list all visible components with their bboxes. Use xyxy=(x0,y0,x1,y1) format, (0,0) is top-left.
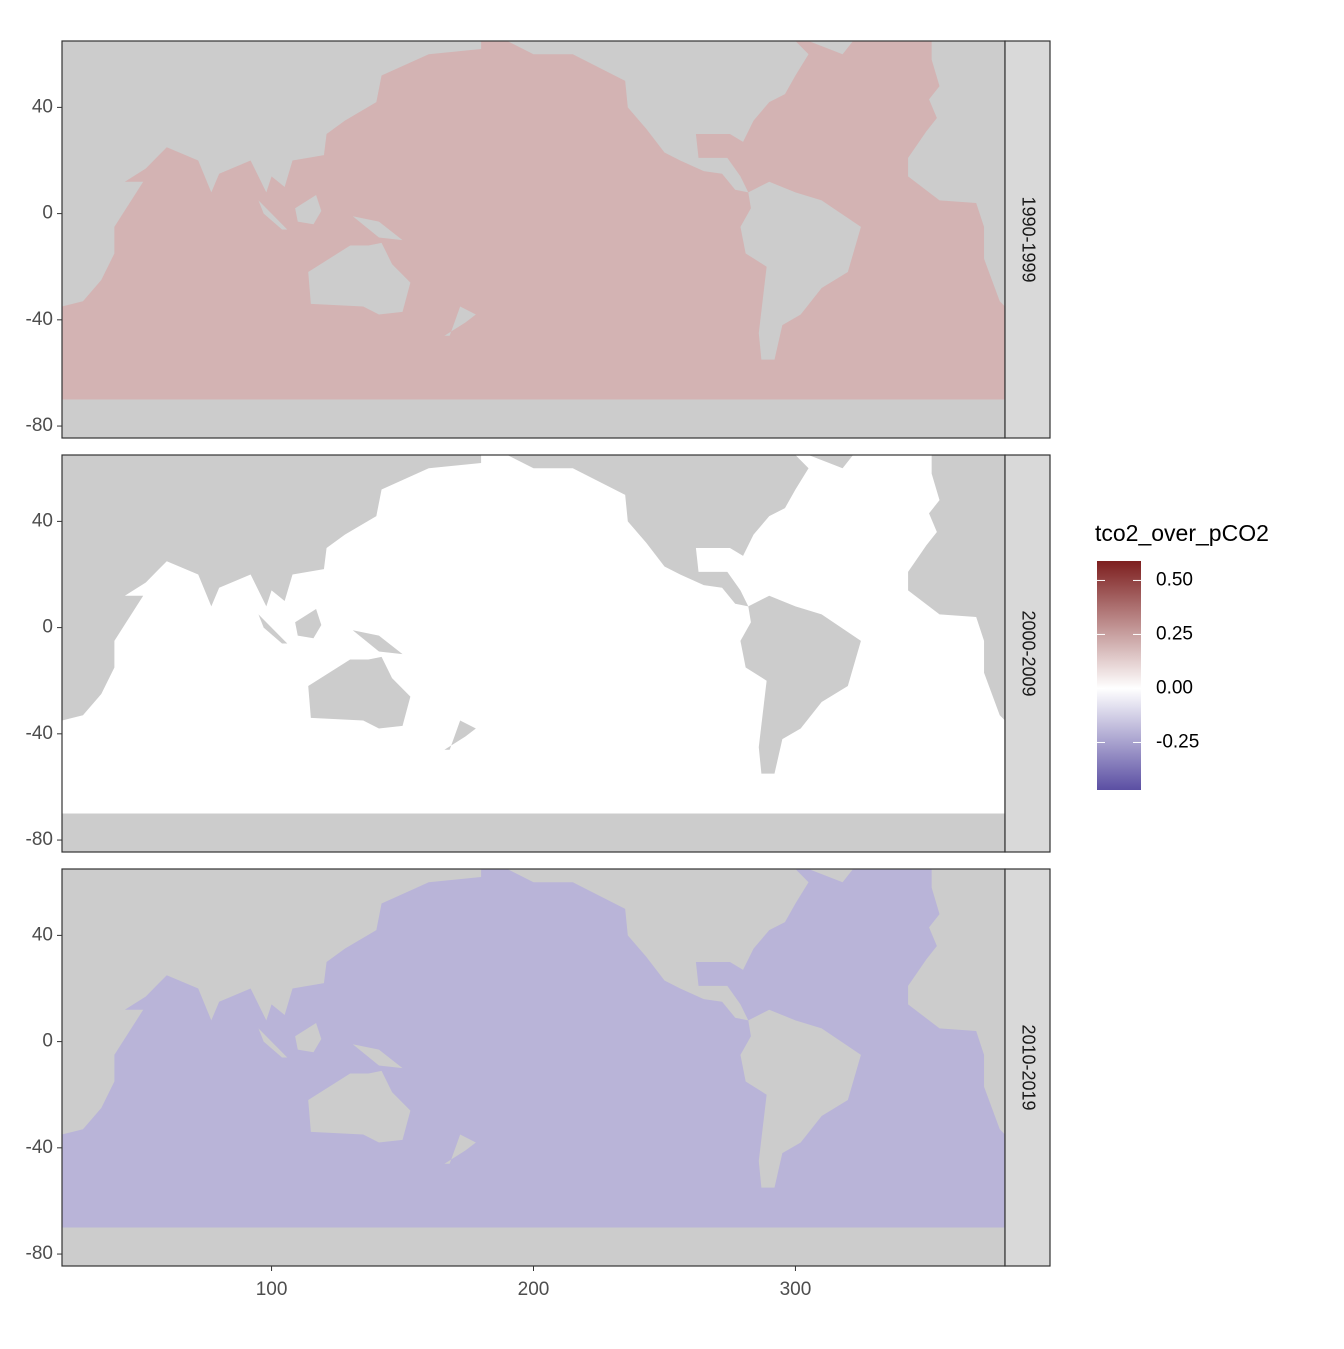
y-tick-label: -40 xyxy=(26,1137,53,1158)
y-tick-label: 40 xyxy=(32,924,53,945)
land xyxy=(295,609,322,639)
land xyxy=(507,869,809,1021)
facet-label: 2010-2019 xyxy=(1018,1024,1038,1110)
panel xyxy=(62,455,1005,852)
land xyxy=(62,869,482,1135)
y-tick-label: 0 xyxy=(42,203,53,224)
land xyxy=(62,41,482,307)
land xyxy=(908,455,1005,721)
legend-title: tco2_over_pCO2 xyxy=(1095,520,1269,546)
y-tick-label: -40 xyxy=(26,309,53,330)
land xyxy=(258,200,288,230)
colorbar-label: 0.00 xyxy=(1156,677,1193,698)
land xyxy=(352,630,403,655)
facet-label: 1990-1999 xyxy=(1018,196,1038,282)
panel xyxy=(62,869,1005,1266)
land xyxy=(740,181,861,360)
x-tick-label: 100 xyxy=(256,1279,288,1300)
y-tick-label: -80 xyxy=(26,1243,53,1264)
land xyxy=(308,1070,411,1143)
y-tick-label: -80 xyxy=(26,829,53,850)
land xyxy=(62,399,1005,438)
land xyxy=(258,614,288,644)
x-tick-label: 300 xyxy=(780,1279,812,1300)
panel xyxy=(62,41,1005,438)
land xyxy=(808,869,854,883)
facet-label: 2000-2009 xyxy=(1018,610,1038,696)
y-tick-label: 40 xyxy=(32,510,53,531)
land xyxy=(258,1028,288,1058)
land xyxy=(808,455,854,469)
colorbar-label: -0.25 xyxy=(1156,731,1199,752)
y-tick-label: 0 xyxy=(42,617,53,638)
y-tick-label: -40 xyxy=(26,723,53,744)
strip xyxy=(1004,868,1051,1267)
y-tick-label: -80 xyxy=(26,415,53,436)
land xyxy=(808,41,854,55)
land xyxy=(308,242,411,315)
land xyxy=(352,216,403,241)
land xyxy=(295,195,322,225)
land xyxy=(507,41,809,193)
land xyxy=(507,455,809,607)
land xyxy=(308,656,411,729)
land xyxy=(740,1009,861,1188)
land xyxy=(62,1227,1005,1266)
land xyxy=(62,455,482,721)
colorbar xyxy=(1097,561,1141,790)
x-tick-label: 200 xyxy=(518,1279,550,1300)
land xyxy=(740,595,861,774)
land xyxy=(295,1023,322,1053)
land xyxy=(444,306,476,336)
land xyxy=(352,1044,403,1069)
y-tick-label: 40 xyxy=(32,96,53,117)
colorbar-label: 0.25 xyxy=(1156,623,1193,644)
land xyxy=(908,869,1005,1135)
y-tick-label: 0 xyxy=(42,1031,53,1052)
land xyxy=(908,41,1005,307)
colorbar-label: 0.50 xyxy=(1156,569,1193,590)
strip xyxy=(1004,454,1051,853)
land xyxy=(444,1134,476,1164)
land xyxy=(62,813,1005,852)
land xyxy=(444,720,476,750)
strip xyxy=(1004,40,1051,439)
